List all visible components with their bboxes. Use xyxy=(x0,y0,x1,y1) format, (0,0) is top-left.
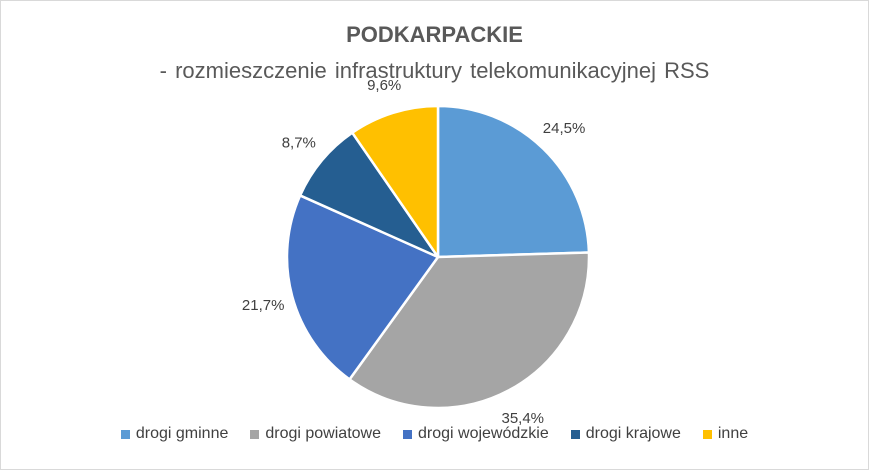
legend-label: drogi powiatowe xyxy=(265,425,381,442)
data-label-3: 21,7% xyxy=(242,297,285,314)
pie-slice-5 xyxy=(351,104,440,259)
legend-label: drogi wojewódzkie xyxy=(417,425,549,442)
legend-swatch xyxy=(250,429,260,439)
pie-slice-1 xyxy=(436,104,591,259)
legend-item-4: drogi krajowe xyxy=(570,425,681,443)
legend-swatch xyxy=(402,429,412,439)
legend-label: drogi krajowe xyxy=(585,425,681,442)
chart-title: PODKARPACKIE xyxy=(346,22,523,47)
chart-legend: drogi gminne drogi powiatowe drogi wojewód… xyxy=(0,425,869,443)
legend-item-5: inne xyxy=(702,425,749,443)
legend-swatch xyxy=(570,429,580,439)
legend-item-1: drogi gminne xyxy=(120,425,229,443)
legend-item-2: drogi powiatowe xyxy=(250,425,381,443)
data-label-5: 9,6% xyxy=(367,77,401,94)
chart-subtitle: - rozmieszczenie infrastruktury telekomu… xyxy=(159,58,710,83)
legend-item-3: drogi wojewódzkie xyxy=(402,425,549,443)
data-label-2: 35,4% xyxy=(501,410,544,427)
legend-label: inne xyxy=(717,425,749,442)
data-label-4: 8,7% xyxy=(282,134,316,151)
legend-label: drogi gminne xyxy=(135,425,229,442)
legend-swatch xyxy=(120,429,130,439)
legend-swatch xyxy=(702,429,712,439)
pie-slice-2 xyxy=(348,251,591,410)
pie-slice-4 xyxy=(298,131,440,259)
data-label-1: 24,5% xyxy=(543,120,586,137)
